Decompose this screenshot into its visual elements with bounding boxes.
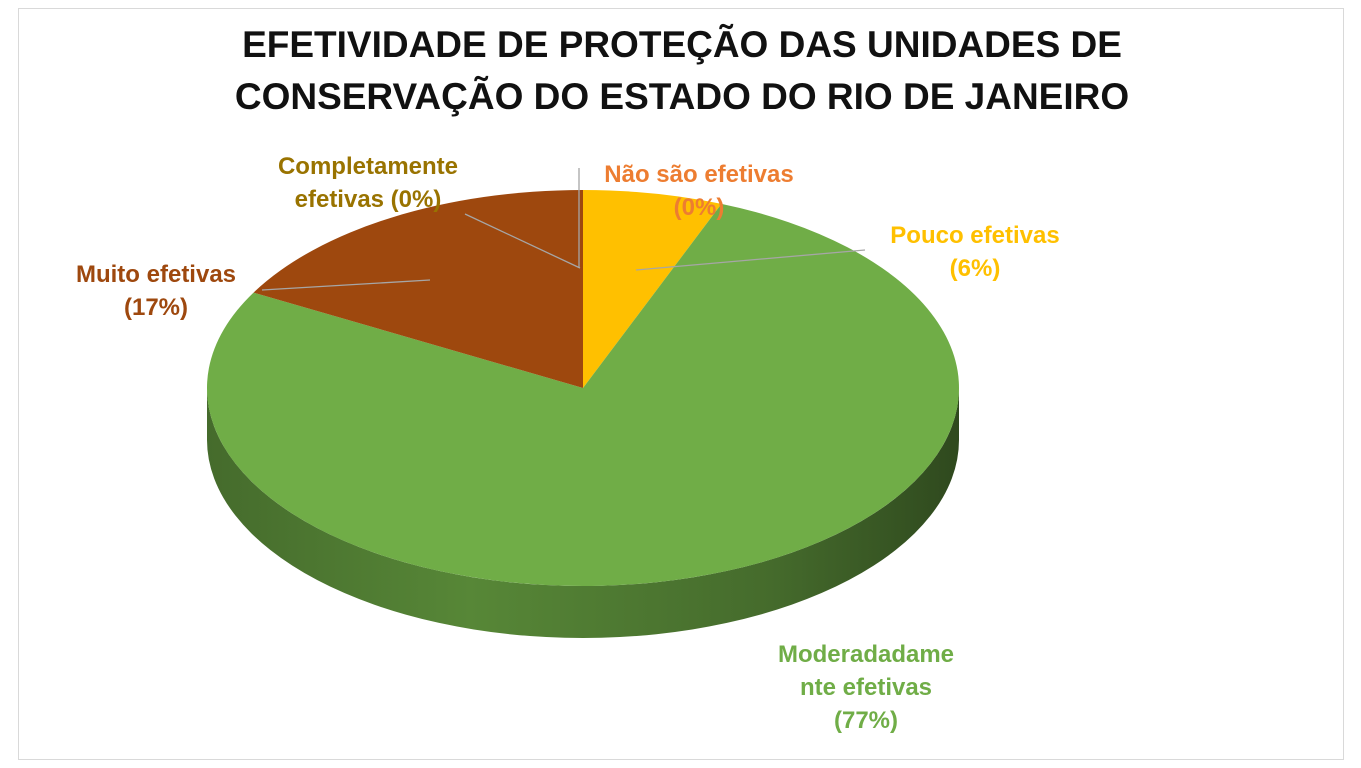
data-label-moderada-1: nte efetivas: [800, 674, 932, 701]
data-label-completa-1: efetivas (0%): [295, 186, 442, 213]
leader-line-muito: [261, 279, 431, 291]
data-label-muito-0: Muito efetivas: [76, 261, 236, 288]
leader-line-pouco: [635, 249, 866, 271]
pie-slice-pouco: [583, 190, 722, 388]
data-label-pouco-0: Pouco efetivas: [890, 222, 1059, 249]
data-label-muito-1: (17%): [124, 294, 188, 321]
leader-line-completa: [464, 213, 581, 269]
data-label-nao-1: (0%): [674, 194, 725, 221]
chart-title-line-2: CONSERVAÇÃO DO ESTADO DO RIO DE JANEIRO: [234, 76, 1130, 117]
chart-title-line-1: EFETIVIDADE DE PROTEÇÃO DAS UNIDADES DE: [242, 24, 1122, 65]
chart-title: EFETIVIDADE DE PROTEÇÃO DAS UNIDADES DE …: [19, 19, 1345, 123]
pie-slice-muito: [253, 190, 584, 388]
pie-side-moderada: [207, 388, 959, 638]
data-label-pouco-1: (6%): [950, 255, 1001, 282]
pie-slice-moderada: [206, 203, 959, 587]
data-label-moderada-0: Moderadadame: [778, 641, 954, 668]
data-label-moderada-2: (77%): [834, 707, 898, 734]
data-label-nao-0: Não são efetivas: [604, 161, 793, 188]
data-label-completa-0: Completamente: [278, 153, 458, 180]
